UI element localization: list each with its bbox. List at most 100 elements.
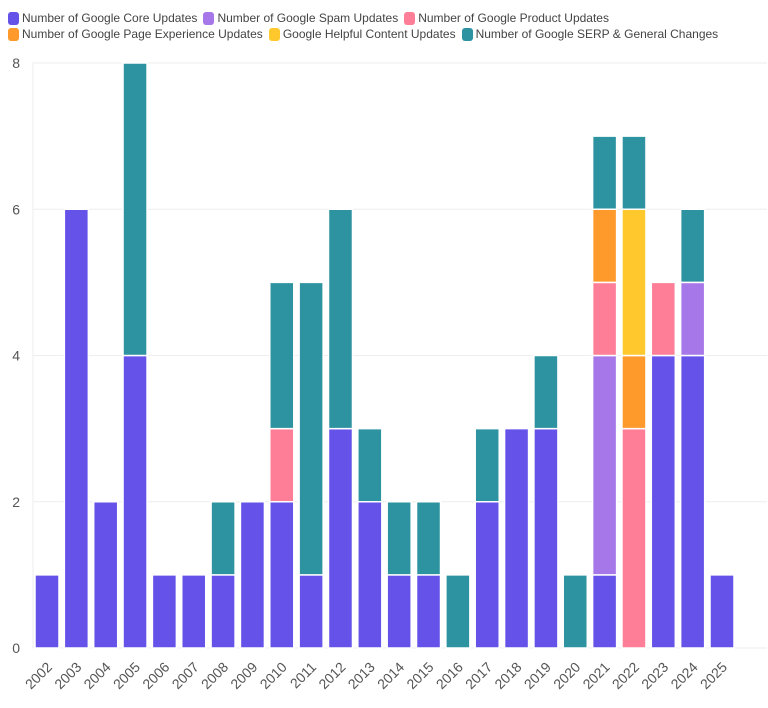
bar-segment bbox=[34, 574, 60, 649]
bar-segment bbox=[503, 427, 530, 649]
legend-label-product: Number of Google Product Updates bbox=[418, 11, 609, 25]
bar-stack-2011 bbox=[298, 281, 324, 649]
x-tick-label: 2009 bbox=[227, 659, 260, 692]
x-tick-label: 2023 bbox=[638, 659, 671, 692]
y-tick-label: 2 bbox=[12, 494, 20, 510]
bar-stack-2010 bbox=[269, 281, 295, 649]
bar-segment bbox=[474, 427, 500, 503]
legend-label-serp: Number of Google SERP & General Changes bbox=[475, 27, 719, 41]
bar-segment bbox=[327, 208, 354, 430]
legend-swatch-spam bbox=[203, 11, 215, 25]
legend-item-serp[interactable]: Number of Google SERP & General Changes bbox=[461, 26, 719, 42]
legend-row-2: Number of Google Page Experience Updates… bbox=[8, 26, 768, 42]
legend-label-spam: Number of Google Spam Updates bbox=[217, 11, 399, 25]
bar-stack-2015 bbox=[415, 501, 442, 649]
bar-segment bbox=[621, 354, 647, 430]
x-tick-label: 2014 bbox=[374, 659, 407, 692]
x-tick-label: 2011 bbox=[287, 659, 320, 692]
bar-segment bbox=[357, 427, 383, 503]
bar-segment bbox=[122, 354, 148, 649]
bar-stack-2014 bbox=[386, 501, 412, 649]
x-tick-label: 2015 bbox=[403, 659, 436, 692]
bar-segment bbox=[621, 135, 647, 210]
legend-item-spam[interactable]: Number of Google Spam Updates bbox=[203, 10, 398, 26]
x-tick-label: 2006 bbox=[139, 659, 172, 692]
bar-stack-2003 bbox=[63, 208, 90, 649]
legend-item-helpful-content[interactable]: Google Helpful Content Updates bbox=[268, 26, 456, 42]
bar-segment bbox=[92, 501, 119, 649]
legend-swatch-product bbox=[404, 11, 416, 25]
bar-stack-2024 bbox=[679, 208, 706, 649]
bar-segment bbox=[621, 427, 647, 649]
bar-stack-2008 bbox=[210, 501, 236, 649]
bar-segment bbox=[386, 501, 412, 576]
bar-stack-2012 bbox=[327, 208, 354, 649]
x-tick-label: 2002 bbox=[22, 659, 55, 692]
x-tick-label: 2013 bbox=[345, 659, 378, 692]
bar-stack-2022 bbox=[621, 135, 647, 649]
bar-segment bbox=[269, 427, 295, 503]
bar-stack-2019 bbox=[533, 354, 559, 649]
x-tick-label: 2004 bbox=[80, 659, 113, 692]
bar-stack-2009 bbox=[239, 501, 266, 649]
legend-label-core: Number of Google Core Updates bbox=[22, 11, 198, 25]
x-tick-label: 2003 bbox=[51, 659, 84, 692]
bar-stack-2016 bbox=[445, 574, 471, 649]
bar-segment bbox=[63, 208, 90, 649]
x-axis-ticks: 2002200320042005200620072008200920102011… bbox=[22, 659, 730, 692]
legend-label-page-experience: Number of Google Page Experience Updates bbox=[22, 27, 263, 41]
x-tick-label: 2008 bbox=[198, 659, 231, 692]
bar-stack-2018 bbox=[503, 427, 530, 649]
bar-segment bbox=[357, 501, 383, 649]
bar-segment bbox=[650, 354, 677, 649]
bar-segment bbox=[180, 574, 207, 649]
x-tick-label: 2020 bbox=[550, 659, 583, 692]
bar-segment bbox=[650, 281, 677, 357]
bar-stack-2025 bbox=[709, 574, 735, 649]
bar-segment bbox=[679, 281, 706, 357]
bar-segment bbox=[298, 574, 324, 649]
bar-segment bbox=[533, 427, 559, 649]
bar-stack-2004 bbox=[92, 501, 119, 649]
bar-stack-2013 bbox=[357, 427, 383, 649]
x-tick-label: 2012 bbox=[315, 659, 348, 692]
bar-segment bbox=[679, 354, 706, 649]
x-tick-label: 2016 bbox=[433, 659, 466, 692]
bar-segment bbox=[298, 281, 324, 576]
bar-segment bbox=[386, 574, 412, 649]
bar-segment bbox=[679, 208, 706, 284]
legend-row-1: Number of Google Core Updates Number of … bbox=[8, 10, 768, 26]
bar-segment bbox=[210, 574, 236, 649]
bar-segment bbox=[415, 574, 442, 649]
bar-segment bbox=[239, 501, 266, 649]
bar-segment bbox=[533, 354, 559, 430]
bar-segment bbox=[591, 574, 618, 649]
bar-stack-2007 bbox=[180, 574, 207, 649]
x-tick-label: 2024 bbox=[667, 659, 700, 692]
bar-stack-2005 bbox=[122, 62, 148, 649]
x-tick-label: 2018 bbox=[491, 659, 524, 692]
bar-segment bbox=[415, 501, 442, 576]
y-tick-label: 8 bbox=[12, 55, 20, 71]
x-tick-label: 2021 bbox=[579, 659, 612, 692]
y-axis-ticks: 0 2 4 6 8 bbox=[12, 55, 20, 656]
bar-segment bbox=[210, 501, 236, 576]
bar-stack-2002 bbox=[34, 574, 60, 649]
legend-label-helpful-content: Google Helpful Content Updates bbox=[282, 27, 456, 41]
bar-segment bbox=[591, 281, 618, 357]
bar-segment bbox=[709, 574, 735, 649]
y-tick-label: 0 bbox=[12, 640, 20, 656]
x-tick-label: 2017 bbox=[462, 659, 495, 692]
legend-item-core[interactable]: Number of Google Core Updates bbox=[8, 10, 197, 26]
bar-segment bbox=[621, 208, 647, 357]
bar-stack-2021 bbox=[591, 135, 618, 649]
x-tick-label: 2022 bbox=[609, 659, 642, 692]
x-tick-label: 2019 bbox=[521, 659, 554, 692]
bar-segment bbox=[327, 427, 354, 649]
y-tick-label: 4 bbox=[12, 348, 20, 364]
legend-item-page-experience[interactable]: Number of Google Page Experience Updates bbox=[8, 26, 263, 42]
legend-item-product[interactable]: Number of Google Product Updates bbox=[404, 10, 609, 26]
legend-swatch-page-experience bbox=[8, 27, 19, 41]
bars bbox=[34, 62, 735, 649]
